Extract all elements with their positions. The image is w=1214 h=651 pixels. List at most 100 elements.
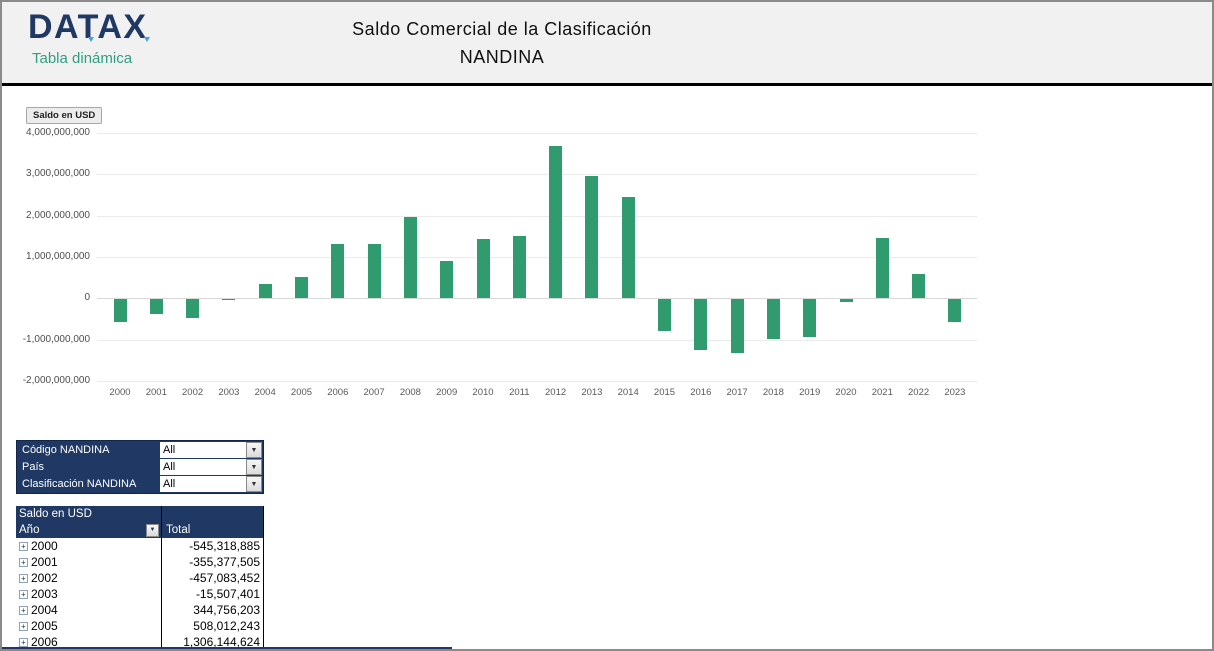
pivot-year-label: 2005 <box>31 619 58 633</box>
expand-icon[interactable]: + <box>19 589 28 599</box>
bar-2005[interactable] <box>295 277 308 299</box>
y-axis-label: -1,000,000,000 <box>22 333 90 345</box>
pivot-year-cell: +2004 <box>16 602 162 618</box>
pivot-total-cell: 1,306,144,624 <box>183 635 260 649</box>
chevron-down-icon[interactable]: ▼ <box>246 476 262 492</box>
pivot-row: +2002 -457,083,452 <box>16 570 263 586</box>
x-axis-label: 2021 <box>871 387 893 398</box>
gridline <box>97 381 977 382</box>
filter-value-field[interactable]: All ▼ <box>160 442 262 458</box>
bar-2002[interactable] <box>186 299 200 319</box>
x-axis-label: 2014 <box>617 387 639 398</box>
x-axis-label: 2015 <box>653 387 676 398</box>
page-title-line2: NANDINA <box>459 47 545 67</box>
filter-selected-value[interactable]: All <box>163 444 176 456</box>
pivot-row: +2004 344,756,203 <box>16 602 263 618</box>
expand-icon[interactable]: + <box>19 605 28 615</box>
filter-value-field[interactable]: All ▼ <box>160 476 262 492</box>
bar-2021[interactable] <box>875 237 889 299</box>
filter-dropdown-icon[interactable]: ▼ <box>146 523 159 537</box>
pivot-year-cell: +2002 <box>16 570 162 586</box>
pivot-total-cell: -457,083,452 <box>189 571 260 585</box>
x-axis-label: 2017 <box>726 387 748 398</box>
expand-icon[interactable]: + <box>19 557 28 567</box>
logo-accent-icon <box>144 37 150 42</box>
gridline <box>97 215 977 217</box>
x-axis-label: 2006 <box>327 387 349 398</box>
bar-2019[interactable] <box>803 299 817 337</box>
bar-2006[interactable] <box>331 244 345 299</box>
pivot-year-label: 2004 <box>31 603 58 617</box>
x-axis-label: 2001 <box>145 387 167 398</box>
filter-label: Código NANDINA <box>22 444 110 456</box>
bar-2003[interactable] <box>222 299 236 301</box>
x-axis-label: 2012 <box>545 387 567 398</box>
expand-icon[interactable]: + <box>19 573 28 583</box>
filter-row: Clasificación NANDINA All ▼ <box>18 476 262 492</box>
gridline <box>97 339 977 341</box>
chart-y-axis: 4,000,000,000 3,000,000,000 2,000,000,000 1… <box>2 127 90 386</box>
pivot-total-cell: -545,318,885 <box>189 539 260 553</box>
bar-2018[interactable] <box>766 299 780 339</box>
filter-selected-value[interactable]: All <box>163 461 176 473</box>
expand-icon[interactable]: + <box>19 621 28 631</box>
bar-2014[interactable] <box>621 196 635 299</box>
bar-2020[interactable] <box>839 299 853 302</box>
cutoff-row <box>2 647 452 649</box>
bar-2016[interactable] <box>694 299 708 351</box>
bar-2010[interactable] <box>476 238 490 299</box>
pivot-row-header-cell: Año ▼ <box>16 522 162 538</box>
chevron-down-icon[interactable]: ▼ <box>246 459 262 475</box>
pivot-year-label: 2002 <box>31 571 58 585</box>
x-axis-label: 2020 <box>835 387 857 398</box>
bar-2015[interactable] <box>658 299 671 332</box>
bar-2023[interactable] <box>948 299 962 323</box>
pivot-table: Saldo en USD Año ▼ Total +2000 -545,318,8… <box>16 506 264 649</box>
bar-2017[interactable] <box>730 299 744 354</box>
filter-row: Código NANDINA All ▼ <box>18 442 262 458</box>
filter-selected-value[interactable]: All <box>163 478 176 490</box>
bar-2004[interactable] <box>258 284 272 299</box>
gridline <box>97 298 977 300</box>
filter-label: Clasificación NANDINA <box>22 478 137 490</box>
expand-icon[interactable]: + <box>19 541 28 551</box>
bar-2013[interactable] <box>585 175 599 299</box>
filter-panel: Código NANDINA All ▼ País All ▼ Clasificación … <box>16 440 264 494</box>
pivot-row-header-label: Año <box>19 524 40 536</box>
bar-2008[interactable] <box>403 217 417 299</box>
expand-icon[interactable]: + <box>19 637 28 647</box>
pivot-title-cell: Saldo en USD <box>16 506 162 522</box>
x-axis-label: 2009 <box>436 387 458 398</box>
bar-2007[interactable] <box>367 244 381 299</box>
gridline <box>97 174 977 176</box>
bar-2001[interactable] <box>149 299 163 315</box>
bar-2012[interactable] <box>549 146 563 299</box>
chart-field-button[interactable]: Saldo en USD <box>26 107 103 124</box>
pivot-year-cell: +2000 <box>16 538 162 554</box>
bar-2022[interactable] <box>912 273 926 299</box>
y-axis-label: 1,000,000,000 <box>26 251 90 262</box>
logo-accent-icon <box>88 37 94 42</box>
bar-2009[interactable] <box>440 261 454 299</box>
x-axis-label: 2004 <box>254 387 276 398</box>
gridline <box>97 133 977 134</box>
chevron-down-icon[interactable]: ▼ <box>246 442 262 458</box>
page-title-line1: Saldo Comercial de la Clasificación <box>352 19 652 39</box>
pivot-value-header-cell: Total <box>166 524 191 536</box>
bar-2011[interactable] <box>512 235 526 299</box>
pivot-year-cell: +2005 <box>16 618 162 634</box>
x-axis-label: 2013 <box>581 387 603 398</box>
pivot-total-cell: -15,507,401 <box>195 587 260 601</box>
y-axis-label: 2,000,000,000 <box>26 209 90 221</box>
pivot-row: +2000 -545,318,885 <box>16 538 263 554</box>
filter-row: País All ▼ <box>18 459 262 475</box>
filter-value-field[interactable]: All ▼ <box>160 459 262 475</box>
pivot-row: +2003 -15,507,401 <box>16 586 263 602</box>
y-axis-label: 0 <box>84 292 90 304</box>
x-axis-label: 2019 <box>799 387 821 398</box>
pivot-header-row: Año ▼ Total <box>16 522 263 538</box>
bar-2000[interactable] <box>113 299 127 322</box>
pivot-year-cell: +2003 <box>16 586 162 602</box>
header: DATAX Tabla dinámica Saldo Comercial de … <box>2 2 1212 86</box>
